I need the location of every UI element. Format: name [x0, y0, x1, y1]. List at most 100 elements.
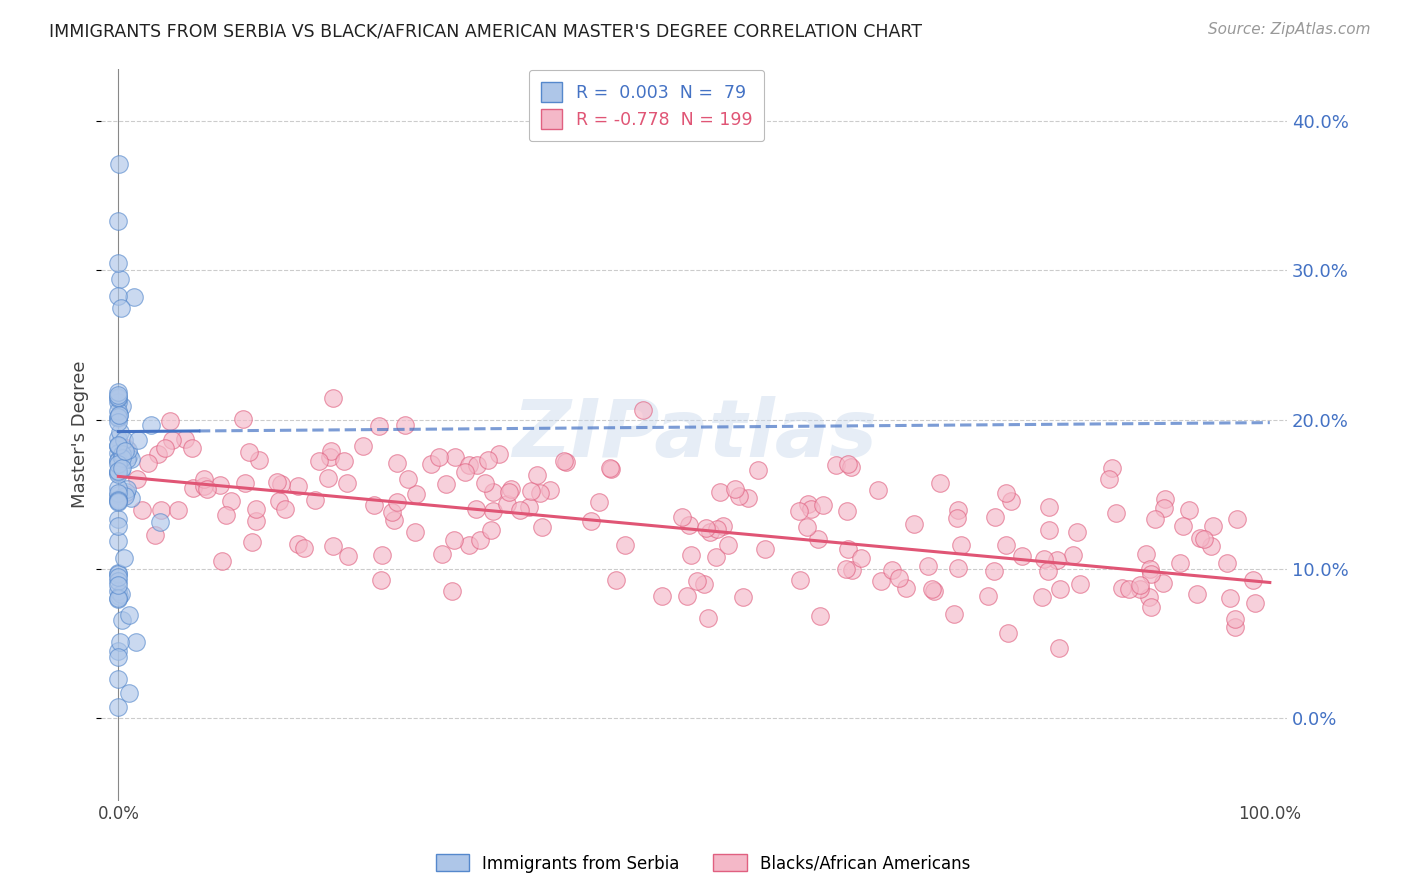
Point	[149, 503, 172, 517]
Point	[107, 493, 129, 508]
Point	[107, 466, 129, 480]
Point	[107, 431, 129, 445]
Point	[737, 491, 759, 505]
Point	[107, 453, 129, 467]
Point	[1219, 591, 1241, 605]
Point	[1178, 503, 1201, 517]
Point	[419, 457, 441, 471]
Point	[146, 447, 169, 461]
Point	[678, 518, 700, 533]
Point	[155, 442, 177, 456]
Point	[496, 496, 519, 510]
Legend: Immigrants from Serbia, Blacks/African Americans: Immigrants from Serbia, Blacks/African A…	[429, 847, 977, 880]
Point	[811, 498, 834, 512]
Point	[107, 534, 129, 549]
Point	[470, 533, 492, 548]
Point	[807, 532, 830, 546]
Point	[1135, 547, 1157, 561]
Point	[458, 458, 481, 472]
Point	[110, 272, 132, 286]
Point	[481, 485, 503, 500]
Point	[122, 290, 145, 304]
Point	[107, 390, 129, 404]
Point	[443, 450, 465, 464]
Point	[117, 443, 139, 458]
Point	[633, 403, 655, 417]
Point	[114, 487, 136, 501]
Point	[835, 562, 858, 576]
Point	[115, 482, 138, 496]
Point	[839, 459, 862, 474]
Point	[396, 472, 419, 486]
Point	[520, 484, 543, 499]
Point	[107, 464, 129, 478]
Point	[107, 415, 129, 429]
Point	[1046, 552, 1069, 566]
Point	[995, 538, 1018, 552]
Point	[1139, 562, 1161, 576]
Point	[107, 395, 129, 409]
Point	[711, 519, 734, 533]
Point	[115, 442, 138, 456]
Point	[789, 573, 811, 587]
Point	[180, 442, 202, 456]
Point	[1032, 552, 1054, 566]
Point	[304, 493, 326, 508]
Point	[193, 479, 215, 493]
Point	[195, 482, 218, 496]
Point	[107, 583, 129, 598]
Point	[193, 472, 215, 486]
Point	[1031, 591, 1053, 605]
Point	[1192, 533, 1215, 547]
Point	[111, 450, 134, 465]
Point	[1140, 566, 1163, 581]
Point	[704, 550, 727, 565]
Point	[479, 523, 502, 537]
Point	[266, 475, 288, 490]
Point	[796, 498, 818, 512]
Point	[728, 489, 751, 503]
Point	[287, 537, 309, 551]
Point	[107, 487, 129, 501]
Point	[107, 643, 129, 657]
Point	[120, 491, 142, 505]
Point	[837, 457, 859, 471]
Point	[614, 537, 637, 551]
Point	[274, 501, 297, 516]
Point	[554, 455, 576, 469]
Point	[174, 432, 197, 446]
Point	[110, 447, 132, 461]
Text: IMMIGRANTS FROM SERBIA VS BLACK/AFRICAN AMERICAN MASTER'S DEGREE CORRELATION CHA: IMMIGRANTS FROM SERBIA VS BLACK/AFRICAN …	[49, 22, 922, 40]
Point	[108, 408, 131, 422]
Point	[107, 481, 129, 495]
Point	[382, 513, 405, 527]
Point	[579, 514, 602, 528]
Point	[131, 503, 153, 517]
Point	[530, 520, 553, 534]
Point	[1069, 576, 1091, 591]
Point	[118, 608, 141, 623]
Point	[322, 391, 344, 405]
Point	[1140, 599, 1163, 614]
Point	[107, 519, 129, 533]
Point	[240, 534, 263, 549]
Point	[671, 510, 693, 524]
Y-axis label: Master's Degree: Master's Degree	[72, 361, 89, 508]
Point	[1036, 564, 1059, 578]
Point	[1199, 539, 1222, 553]
Point	[427, 450, 450, 465]
Point	[868, 483, 890, 497]
Point	[107, 465, 129, 479]
Point	[1062, 548, 1084, 562]
Point	[107, 388, 129, 402]
Point	[440, 583, 463, 598]
Point	[799, 502, 821, 516]
Point	[706, 523, 728, 537]
Point	[837, 541, 859, 556]
Point	[651, 590, 673, 604]
Point	[950, 538, 973, 552]
Point	[676, 589, 699, 603]
Point	[796, 520, 818, 534]
Point	[717, 538, 740, 552]
Point	[287, 478, 309, 492]
